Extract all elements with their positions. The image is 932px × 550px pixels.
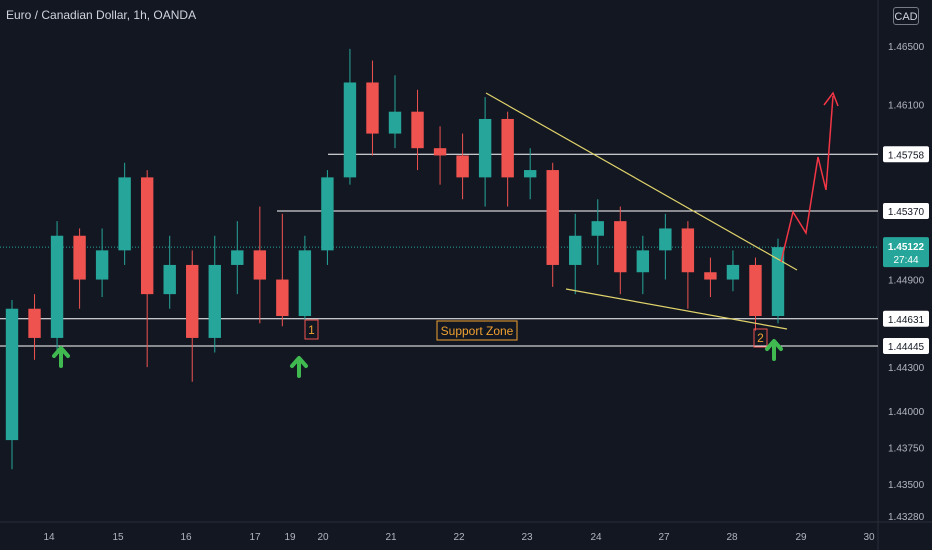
candle-body bbox=[186, 264, 199, 338]
candle-body bbox=[523, 170, 537, 178]
price-tick-label: 1.46100 bbox=[888, 100, 925, 111]
price-level-label: 1.45758 bbox=[888, 150, 925, 161]
candle-body bbox=[163, 264, 176, 295]
time-tick-label: 22 bbox=[453, 532, 465, 543]
candle-body bbox=[366, 82, 379, 134]
time-tick-label: 19 bbox=[284, 532, 296, 543]
time-tick-label: 15 bbox=[112, 532, 124, 543]
candle-body bbox=[321, 177, 334, 251]
time-tick-label: 20 bbox=[317, 532, 329, 543]
price-tick-label: 1.44300 bbox=[888, 363, 925, 374]
current-price-label: 1.45122 bbox=[888, 242, 925, 253]
projection-arrowhead bbox=[823, 91, 839, 107]
time-tick-label: 14 bbox=[43, 532, 55, 543]
support-arrow-icon-2 bbox=[290, 356, 308, 378]
candle-body bbox=[5, 308, 19, 441]
candle-body bbox=[614, 221, 627, 273]
candle-body bbox=[726, 264, 740, 280]
candle-body bbox=[591, 221, 604, 236]
candlestick-series bbox=[5, 48, 785, 470]
price-tick-label: 1.43750 bbox=[888, 443, 925, 454]
candle-body bbox=[298, 250, 312, 317]
price-tick-label: 1.43500 bbox=[888, 480, 925, 491]
candle-body bbox=[569, 235, 582, 265]
candle-body bbox=[749, 264, 762, 317]
horizontal-levels bbox=[0, 153, 878, 347]
arrow-head bbox=[765, 339, 783, 351]
candle-body bbox=[501, 118, 514, 178]
symbol-title: Euro / Canadian Dollar, 1h, OANDA bbox=[6, 8, 197, 22]
candle-body bbox=[704, 272, 717, 280]
candle-body bbox=[343, 82, 357, 178]
price-level-label: 1.44631 bbox=[888, 315, 925, 326]
upper-trendline bbox=[485, 92, 798, 271]
candle-body bbox=[659, 228, 672, 251]
time-tick-label: 29 bbox=[795, 532, 807, 543]
candle-body bbox=[118, 177, 131, 251]
candle-body bbox=[546, 170, 559, 265]
support-arrow-icon-3 bbox=[765, 339, 783, 361]
lower-trendline bbox=[565, 288, 788, 330]
candle-body bbox=[276, 279, 289, 317]
time-axis[interactable]: 14 15 16 17 19 20 21 22 23 24 27 28 29 30 bbox=[43, 532, 875, 543]
candle-body bbox=[388, 111, 402, 134]
time-tick-label: 27 bbox=[658, 532, 670, 543]
touch-2-box bbox=[753, 328, 768, 348]
time-tick-label: 30 bbox=[863, 532, 875, 543]
price-level-box bbox=[883, 202, 929, 219]
candle-body bbox=[253, 250, 267, 280]
price-level-box bbox=[883, 146, 929, 163]
candle-body bbox=[208, 264, 221, 338]
candle-body bbox=[433, 148, 447, 156]
touch-1-box bbox=[304, 319, 319, 340]
price-level-label: 1.44445 bbox=[888, 342, 925, 353]
price-axis[interactable]: 1.465001.461001.457501.449001.443001.440… bbox=[883, 42, 929, 523]
support-arrow-icon-1 bbox=[52, 346, 70, 368]
arrow-head bbox=[52, 346, 70, 358]
arrow-head bbox=[290, 356, 308, 368]
time-tick-label: 17 bbox=[249, 532, 261, 543]
price-tick-label: 1.43280 bbox=[888, 512, 925, 523]
candle-body bbox=[411, 111, 424, 149]
candle-body bbox=[771, 247, 785, 317]
current-price-box bbox=[883, 237, 929, 268]
candle-body bbox=[231, 250, 244, 265]
candle-body bbox=[681, 228, 695, 273]
price-tick-label: 1.44900 bbox=[888, 276, 925, 287]
price-level-box bbox=[883, 337, 929, 354]
candle-body bbox=[478, 118, 492, 178]
time-tick-label: 21 bbox=[385, 532, 397, 543]
candle-body bbox=[50, 235, 64, 338]
time-tick-label: 28 bbox=[726, 532, 738, 543]
countdown-label: 27:44 bbox=[893, 255, 918, 266]
chart-drawings: Support Zone 1 2 bbox=[52, 91, 839, 378]
price-level-box bbox=[883, 310, 929, 327]
candle-body bbox=[28, 308, 41, 338]
candle-body bbox=[140, 177, 154, 295]
price-tick-label: 1.46500 bbox=[888, 42, 925, 53]
projection-path bbox=[780, 95, 834, 263]
touch-2-label: 2 bbox=[757, 331, 764, 345]
time-tick-label: 16 bbox=[180, 532, 192, 543]
candle-body bbox=[456, 155, 469, 178]
candle-body bbox=[73, 235, 86, 280]
candle-body bbox=[636, 250, 650, 273]
support-zone-box bbox=[436, 320, 518, 341]
support-zone-label: Support Zone bbox=[441, 324, 514, 338]
candle-body bbox=[95, 250, 109, 280]
price-level-label: 1.45370 bbox=[888, 207, 925, 218]
touch-1-label: 1 bbox=[308, 323, 315, 337]
currency-button[interactable]: CAD bbox=[893, 7, 919, 25]
time-tick-label: 23 bbox=[521, 532, 533, 543]
time-tick-label: 24 bbox=[590, 532, 602, 543]
price-tick-label: 1.44000 bbox=[888, 407, 925, 418]
